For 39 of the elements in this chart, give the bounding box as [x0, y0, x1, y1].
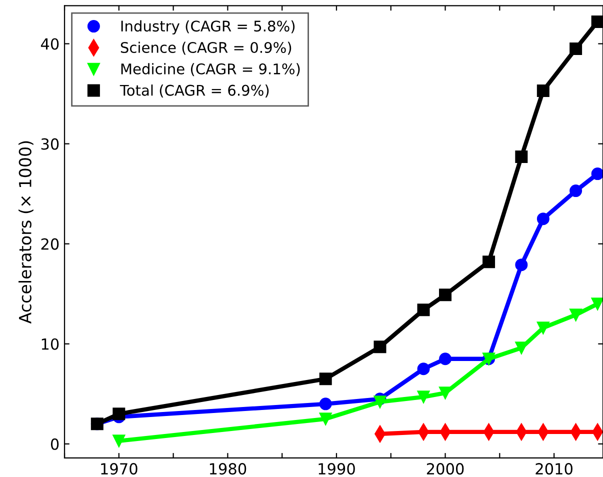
point — [591, 168, 603, 180]
x-tick-label: 2000 — [426, 463, 464, 475]
y-tick-label: 20 — [41, 238, 59, 250]
point — [417, 390, 430, 404]
point — [417, 362, 430, 376]
point — [570, 184, 582, 198]
x-tick-label: 2010 — [536, 463, 572, 475]
point — [591, 15, 603, 28]
point — [591, 298, 603, 310]
y-tick-label: 10 — [42, 338, 59, 350]
y-tick-label: 0 — [50, 438, 59, 450]
y-tick-label: 30 — [41, 138, 59, 150]
point — [536, 84, 550, 98]
point — [536, 212, 550, 226]
legend-label: Medicine (CAGR = 9.1%) — [121, 63, 300, 76]
legend-label: Total (CAGR = 6.9%) — [120, 84, 269, 98]
point — [319, 398, 332, 410]
point — [515, 150, 528, 164]
point — [570, 42, 582, 55]
point — [112, 408, 126, 420]
legend-label: Industry (CAGR = 5.8%) — [121, 20, 295, 34]
x-tick-label: 1980 — [210, 463, 246, 475]
x-tick-label: 1990 — [318, 463, 355, 475]
point — [319, 412, 332, 426]
point — [439, 288, 452, 302]
y-tick-label: 40 — [40, 38, 59, 50]
legend-label: Science (CAGR = 0.9%) — [120, 42, 292, 55]
x-tick-label: 1970 — [101, 463, 138, 475]
point — [515, 258, 528, 272]
point — [570, 308, 582, 322]
point — [536, 322, 550, 334]
point — [319, 372, 332, 386]
point — [112, 434, 126, 448]
point — [417, 304, 430, 316]
y-axis-title: Accelerators (× 1000) — [18, 141, 34, 324]
point — [482, 256, 496, 268]
point — [374, 396, 386, 408]
point — [374, 340, 386, 354]
point — [439, 352, 452, 366]
